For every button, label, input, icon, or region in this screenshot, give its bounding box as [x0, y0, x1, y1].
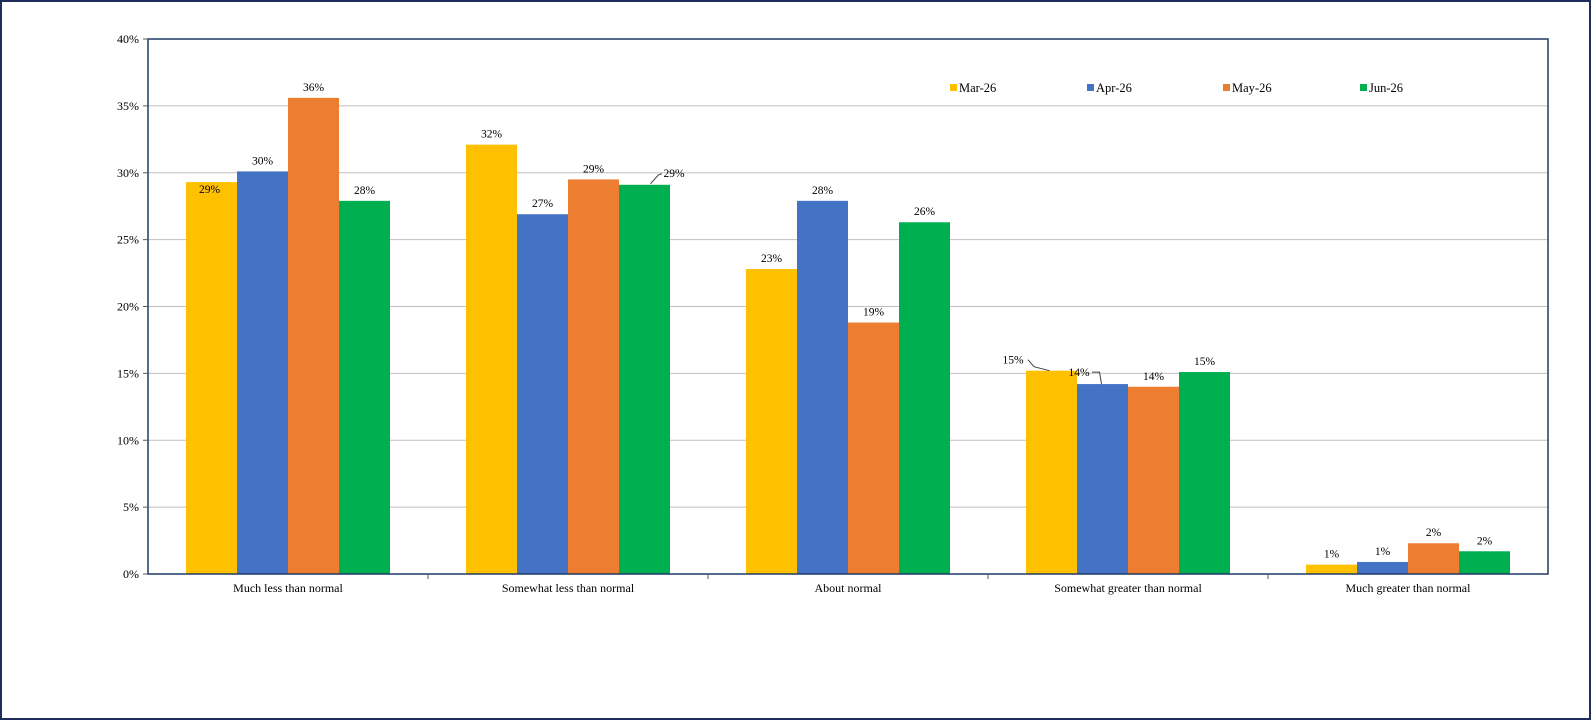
data-label: 27%: [532, 198, 554, 210]
y-tick-label: 20%: [117, 300, 139, 314]
legend-item: May-26: [1223, 81, 1272, 95]
legend-label: Apr-26: [1096, 81, 1132, 95]
bar: [1306, 564, 1357, 574]
data-label: 30%: [252, 155, 274, 167]
bar: [288, 97, 339, 574]
data-label-leader-line: [1092, 371, 1102, 385]
bar: [797, 200, 848, 574]
data-label: 23%: [761, 253, 783, 265]
legend-item: Mar-26: [950, 81, 996, 95]
data-label: 1%: [1375, 546, 1391, 558]
bar: [339, 200, 390, 574]
bar: [1026, 370, 1077, 574]
data-label: 28%: [812, 185, 834, 197]
bar: [746, 269, 797, 574]
y-tick-label: 0%: [123, 567, 139, 581]
bar: [466, 144, 517, 574]
legend-swatch: [950, 84, 957, 91]
y-tick-label: 25%: [117, 233, 139, 247]
legend-item: Jun-26: [1360, 81, 1403, 95]
data-label: 15%: [1194, 356, 1216, 368]
legend-label: May-26: [1232, 81, 1272, 95]
x-category-label: Much less than normal: [233, 581, 343, 595]
data-label: 2%: [1477, 535, 1493, 547]
bar: [619, 184, 670, 574]
bar: [1459, 551, 1510, 574]
bar: [186, 182, 237, 575]
data-label: 14%: [1143, 371, 1165, 383]
bar: [237, 171, 288, 574]
x-category-label: Much greater than normal: [1346, 581, 1472, 595]
data-label: 2%: [1426, 527, 1442, 539]
data-label: 29%: [199, 184, 221, 196]
x-category-label: About normal: [815, 581, 883, 595]
y-tick-label: 35%: [117, 99, 139, 113]
legend-item: Apr-26: [1087, 81, 1132, 95]
data-label-leader-line: [1027, 359, 1050, 372]
data-label: 28%: [354, 185, 376, 197]
legend-label: Jun-26: [1369, 81, 1403, 95]
data-label: 19%: [863, 307, 885, 319]
bar: [848, 322, 899, 574]
legend-label: Mar-26: [959, 81, 996, 95]
bar: [1128, 386, 1179, 574]
legend-swatch: [1360, 84, 1367, 91]
data-label: 32%: [481, 129, 503, 141]
data-label: 29%: [663, 168, 685, 180]
bar: [568, 179, 619, 574]
y-tick-label: 5%: [123, 500, 139, 514]
bar: [899, 222, 950, 575]
bar: [1408, 543, 1459, 574]
bar: [517, 214, 568, 574]
data-labels: 29% 30% 36% 28% 32% 27% 29% 29% 23% 28% 19% 26% 15% 1…: [199, 82, 1493, 561]
legend: Mar-26 Apr-26 May-26 Jun-26: [950, 81, 1403, 95]
y-tick-label: 15%: [117, 366, 139, 380]
data-label: 14%: [1068, 367, 1090, 379]
legend-swatch: [1223, 84, 1230, 91]
data-label: 36%: [303, 82, 325, 94]
y-tick-label: 10%: [117, 433, 139, 447]
bar: [1357, 561, 1408, 574]
x-category-label: Somewhat less than normal: [502, 581, 635, 595]
y-tick-label: 40%: [117, 32, 139, 46]
axes: 0% 5% 10% 15% 20% 25% 30% 35% 40% Much less than …: [117, 32, 1549, 595]
data-label: 15%: [1002, 355, 1024, 367]
data-label: 1%: [1324, 549, 1340, 561]
y-tick-label: 30%: [117, 166, 139, 180]
data-label: 26%: [914, 206, 936, 218]
bar: [1077, 384, 1128, 574]
legend-swatch: [1087, 84, 1094, 91]
data-label-leader-line: [650, 173, 663, 185]
bar: [1179, 372, 1230, 574]
data-label: 29%: [583, 163, 605, 175]
x-category-label: Somewhat greater than normal: [1054, 581, 1202, 595]
bars: [186, 97, 1510, 575]
